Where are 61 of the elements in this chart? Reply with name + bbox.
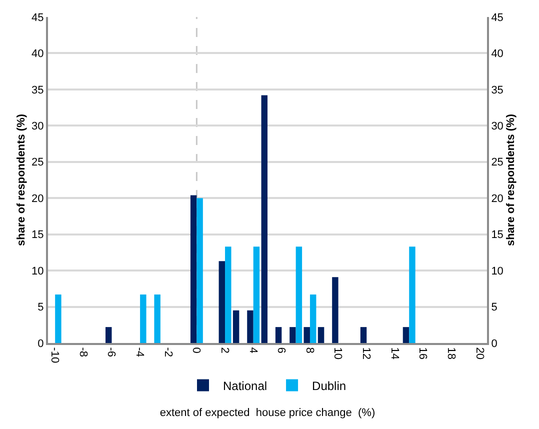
bar	[360, 327, 367, 343]
x-tick-label: 6	[275, 347, 288, 354]
y-tick-label: 40	[32, 48, 44, 60]
bar	[409, 246, 416, 343]
bar	[253, 246, 260, 343]
bar	[232, 310, 240, 343]
bar	[275, 327, 282, 343]
bar	[261, 95, 268, 343]
y-axis-title: share of respondents (%)	[16, 114, 28, 246]
bar	[304, 327, 310, 343]
y2-tick-label: 20	[491, 192, 504, 205]
y-tick-label: 10	[32, 265, 44, 278]
bar	[225, 246, 232, 343]
bar	[402, 327, 410, 343]
x-tick-label: -4	[133, 347, 146, 357]
y2-tick-label: 15	[491, 229, 504, 242]
bar	[218, 261, 226, 343]
x-tick-label: -8	[76, 347, 89, 357]
bar	[55, 294, 62, 343]
x-axis-title: extent of expected house price change (%)	[160, 406, 376, 419]
y2-tick-label: 45	[491, 12, 504, 24]
x-tick-label: 12	[360, 347, 372, 360]
x-tick-label: -6	[105, 347, 118, 357]
y-tick-label: 20	[32, 192, 44, 205]
bar	[140, 294, 146, 343]
legend-label: Dublin	[312, 378, 346, 393]
y-tick-label: 45	[32, 12, 44, 24]
y2-tick-label: 25	[491, 156, 504, 169]
y-tick-label: 30	[32, 120, 44, 133]
y2-tick-label: 30	[491, 120, 504, 133]
x-tick-label: 8	[303, 347, 316, 354]
x-tick-label: 18	[445, 347, 458, 360]
y-tick-label: 5	[38, 302, 44, 314]
x-tick-label: -10	[48, 347, 61, 364]
bar	[190, 195, 197, 343]
x-tick-label: 20	[473, 347, 486, 360]
x-tick-label: -2	[162, 347, 174, 357]
x-tick-label: 2	[218, 347, 230, 354]
y-tick-label: 25	[32, 156, 44, 169]
bar	[154, 294, 160, 343]
y2-axis-title: share of respondents (%)	[505, 114, 518, 246]
y2-tick-label: 40	[491, 48, 504, 60]
y-tick-label: 15	[32, 229, 44, 242]
x-tick-label: 16	[416, 347, 429, 360]
x-tick-label: 14	[388, 347, 400, 360]
y2-tick-label: 35	[491, 84, 504, 96]
y-tick-label: 35	[32, 84, 44, 96]
bar	[290, 327, 296, 343]
bar	[310, 294, 316, 343]
y2-tick-label: 5	[491, 302, 498, 314]
bar	[105, 327, 112, 343]
bar	[247, 310, 254, 343]
bar	[196, 198, 203, 343]
y2-tick-label: 10	[491, 265, 504, 278]
bar	[296, 246, 302, 343]
bar	[318, 327, 324, 343]
x-tick-label: 10	[332, 347, 344, 360]
x-tick-label: 4	[246, 347, 259, 354]
x-tick-label: 0	[190, 347, 202, 354]
bar	[332, 277, 338, 343]
legend-label: National	[223, 378, 268, 393]
